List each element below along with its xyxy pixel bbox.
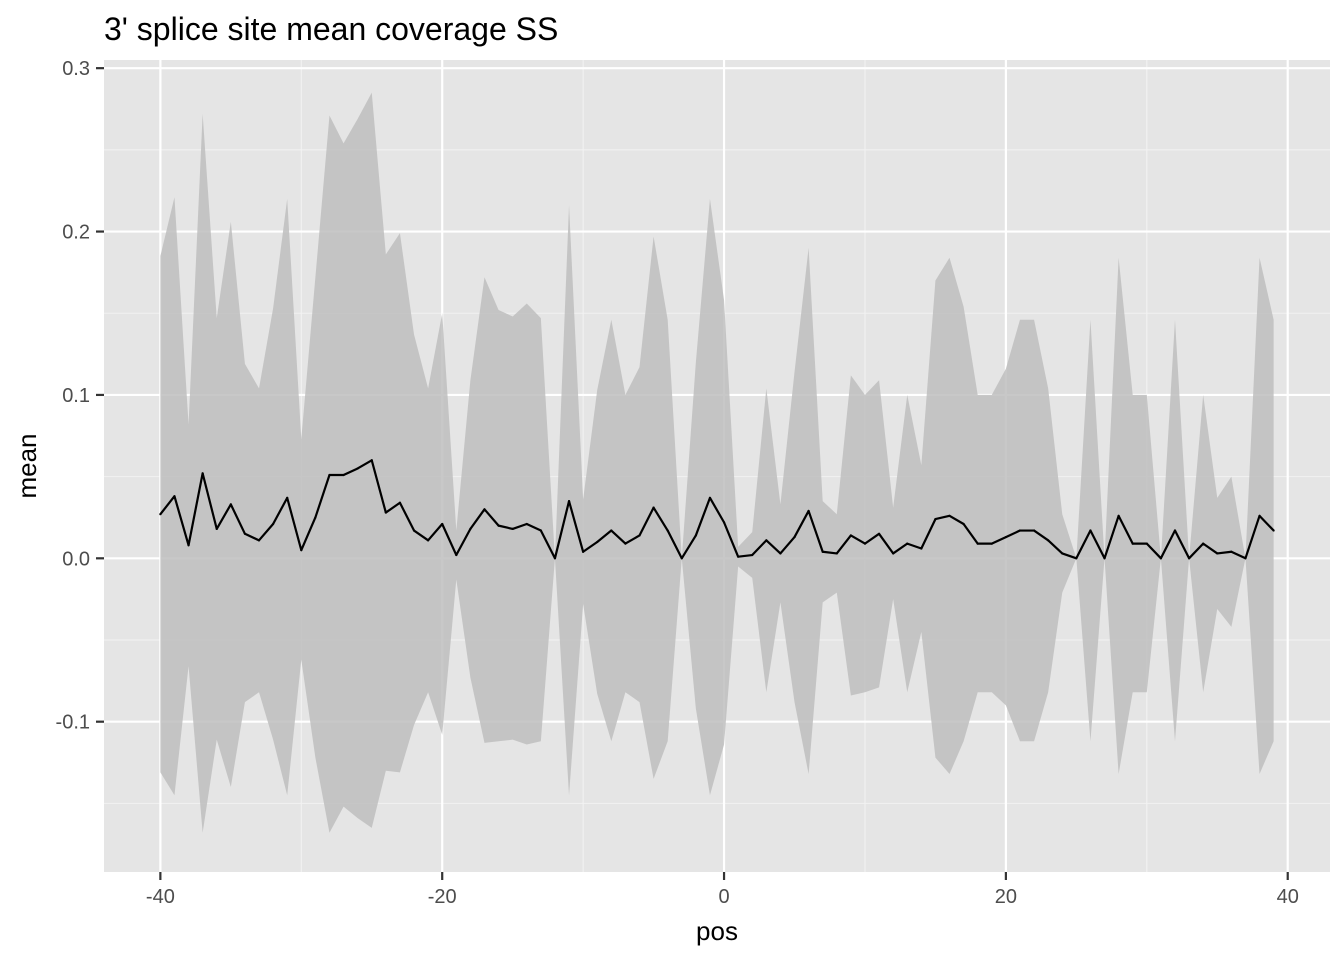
data-point — [539, 529, 542, 532]
data-point — [1258, 514, 1261, 517]
data-point — [1018, 529, 1022, 532]
data-point — [314, 516, 317, 519]
data-point — [1032, 529, 1036, 532]
x-axis-title: pos — [696, 916, 738, 946]
data-point — [779, 552, 782, 555]
x-tick-label: -40 — [146, 886, 175, 908]
data-point — [567, 500, 571, 503]
data-point — [990, 542, 993, 545]
data-point — [1131, 542, 1134, 545]
data-point — [1089, 529, 1092, 532]
x-tick-label: 20 — [995, 886, 1017, 908]
data-point — [610, 529, 613, 532]
data-point — [1244, 557, 1247, 560]
data-point — [1216, 552, 1219, 555]
data-point — [370, 459, 373, 462]
data-point — [1145, 542, 1148, 545]
data-point — [1047, 539, 1050, 542]
data-point — [751, 553, 754, 557]
data-point — [624, 542, 627, 545]
data-point — [722, 521, 726, 524]
y-axis: -0.1 0.0 0.1 0.2 0.3 — [56, 58, 104, 734]
mean-points — [159, 459, 1275, 560]
data-point — [398, 501, 402, 504]
data-point — [356, 467, 359, 470]
x-tick-label: 0 — [718, 886, 729, 908]
data-point — [877, 532, 881, 535]
data-point — [1173, 529, 1177, 532]
data-point — [229, 503, 232, 506]
data-point — [469, 527, 472, 531]
data-point — [948, 514, 951, 517]
y-tick-label: 0.0 — [62, 548, 90, 570]
data-point — [497, 524, 500, 527]
data-point — [652, 506, 655, 509]
data-point — [793, 535, 796, 539]
mean-line — [159, 459, 1275, 560]
y-tick-label: 0.1 — [62, 385, 90, 407]
data-point — [1117, 514, 1120, 517]
data-point — [737, 555, 740, 558]
data-point — [1061, 552, 1064, 555]
y-tick-label: 0.2 — [62, 222, 90, 244]
data-point — [483, 508, 486, 511]
data-point — [455, 553, 458, 557]
data-point — [1272, 529, 1275, 532]
chart-title: 3' splice site mean coverage SS — [104, 11, 558, 47]
data-point — [384, 511, 387, 514]
data-point — [511, 527, 514, 531]
data-point — [1004, 535, 1007, 539]
data-point — [976, 542, 979, 545]
data-point — [821, 550, 824, 553]
x-tick-label: -20 — [428, 886, 457, 908]
data-point — [596, 540, 599, 544]
y-axis-title: mean — [12, 433, 42, 498]
data-point — [215, 527, 218, 531]
data-point — [1187, 557, 1191, 560]
data-point — [257, 539, 261, 542]
data-point — [525, 522, 528, 526]
data-point — [863, 542, 867, 545]
data-point — [934, 517, 937, 521]
data-point — [1159, 557, 1162, 560]
data-point — [582, 550, 585, 553]
data-point — [906, 542, 909, 545]
data-point — [708, 496, 712, 499]
data-point — [272, 522, 275, 526]
data-point — [694, 534, 697, 537]
data-point — [962, 522, 965, 526]
data-point — [835, 552, 838, 555]
data-point — [892, 552, 895, 555]
data-point — [243, 532, 247, 535]
data-point — [666, 529, 669, 532]
data-point — [680, 557, 683, 560]
data-point — [201, 472, 204, 475]
data-point — [187, 544, 190, 547]
data-point — [427, 539, 430, 542]
data-point — [920, 547, 923, 550]
data-point — [638, 534, 641, 537]
data-point — [1202, 542, 1205, 545]
data-point — [1103, 557, 1106, 560]
data-point — [300, 549, 303, 552]
x-tick-label: 40 — [1277, 886, 1299, 908]
data-point — [553, 557, 557, 560]
data-point — [807, 509, 810, 513]
data-point — [765, 539, 768, 542]
data-point — [159, 513, 162, 516]
x-axis: -40 -20 0 20 40 — [146, 872, 1299, 908]
data-point — [286, 496, 289, 499]
data-point — [1075, 557, 1078, 560]
data-point — [173, 495, 176, 498]
y-tick-label: -0.1 — [56, 712, 90, 734]
confidence-ribbon — [160, 92, 1274, 833]
data-point — [412, 529, 416, 532]
data-point — [441, 522, 444, 526]
data-point — [849, 534, 852, 537]
data-point — [1230, 550, 1233, 553]
data-point — [342, 473, 345, 477]
data-point — [328, 473, 331, 477]
y-tick-label: 0.3 — [62, 58, 90, 80]
